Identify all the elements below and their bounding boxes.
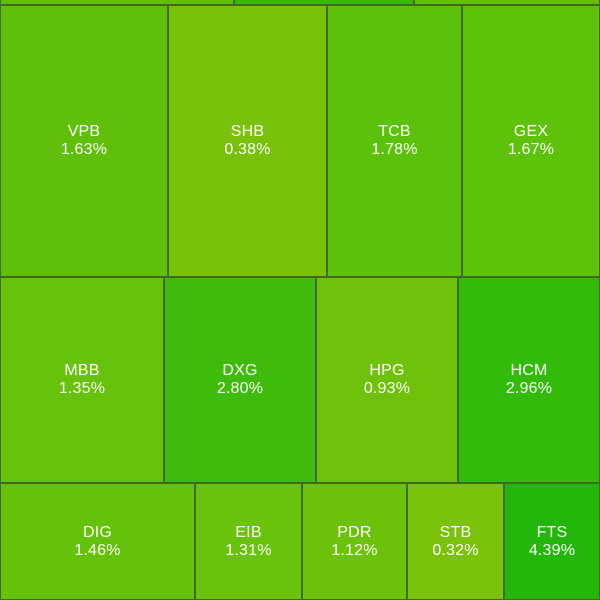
stock-change: 0.38% [224,141,271,158]
stock-symbol: STB [439,523,472,541]
partial-tile-top-middle[interactable] [234,0,414,5]
stock-symbol: SHB [230,123,265,140]
stock-tile-stb[interactable]: STB 0.32% [407,483,504,600]
stock-symbol: DIG [82,523,113,541]
stock-symbol: PDR [337,523,372,541]
stock-symbol: GEX [513,123,549,140]
stock-tile-fts[interactable]: FTS 4.39% [504,483,600,600]
stock-symbol: EIB [235,523,262,541]
stock-symbol: FTS [536,523,568,541]
stock-tile-shb[interactable]: SHB 0.38% [168,5,327,277]
stock-tile-mbb[interactable]: MBB 1.35% [0,277,164,483]
stock-change: 2.96% [505,380,553,397]
stock-symbol: MBB [64,362,100,379]
stock-change: 1.31% [225,541,272,559]
stock-change: 1.12% [331,541,378,559]
stock-change: 1.63% [60,141,108,158]
stock-tile-gex[interactable]: GEX 1.67% [462,5,600,277]
stock-change: 0.32% [432,541,479,559]
stock-symbol: HCM [510,362,548,379]
stock-tile-hcm[interactable]: HCM 2.96% [458,277,600,483]
stock-tile-vpb[interactable]: VPB 1.63% [0,5,168,277]
stock-tile-pdr[interactable]: PDR 1.12% [302,483,407,600]
stock-symbol: HPG [369,362,405,379]
partial-tile-top-left[interactable] [0,0,234,5]
stock-tile-hpg[interactable]: HPG 0.93% [316,277,458,483]
stock-change: 1.46% [74,541,121,559]
stock-symbol: DXG [222,362,258,379]
stock-tile-eib[interactable]: EIB 1.31% [195,483,302,600]
stock-change: 1.67% [507,141,555,158]
stock-symbol: VPB [67,123,101,140]
stock-change: 0.93% [363,380,411,397]
stock-change: 2.80% [216,380,264,397]
stock-tile-tcb[interactable]: TCB 1.78% [327,5,462,277]
stock-change: 4.39% [528,541,576,559]
stock-change: 1.35% [58,380,106,397]
stock-symbol: TCB [378,123,411,140]
stock-tile-dxg[interactable]: DXG 2.80% [164,277,316,483]
stock-tile-dig[interactable]: DIG 1.46% [0,483,195,600]
stock-change: 1.78% [371,141,418,158]
